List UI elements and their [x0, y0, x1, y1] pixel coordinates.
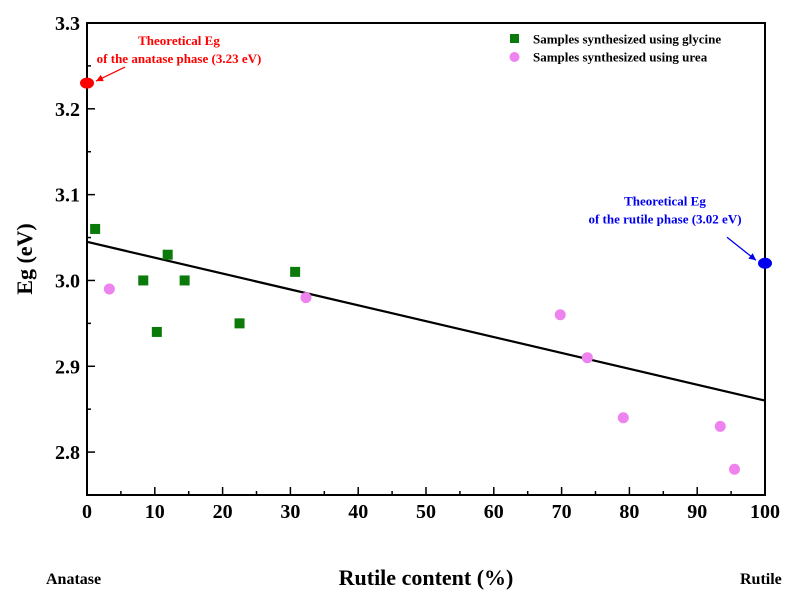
y-axis-title: Eg (eV): [12, 223, 37, 294]
glycine-point: [290, 266, 301, 277]
plot-frame: [86, 22, 766, 496]
legend: Samples synthesized using glycine Samples…: [509, 32, 721, 65]
fit-line-group: [86, 240, 766, 402]
glycine-point: [179, 275, 190, 286]
legend-marker-glycine: [510, 34, 519, 43]
urea-point: [728, 463, 740, 475]
y-tick-label: 3.1: [55, 185, 80, 207]
x-axis-ticks: 0 10 20 30 40 50 60 70 80 90 100: [82, 487, 780, 523]
rutile-annotation-line: of the rutile phase (3.02 eV): [588, 211, 741, 226]
x-tick-label: 80: [619, 501, 639, 523]
urea-point: [554, 309, 566, 321]
anatase-annotation-line: Theoretical Eg: [138, 33, 220, 48]
rutile-label: Rutile: [740, 571, 782, 588]
glycine-point: [151, 326, 162, 337]
rutile-annotation-line: Theoretical Eg: [624, 193, 706, 208]
legend-label: Samples synthesized using urea: [533, 50, 708, 65]
glycine-point: [234, 318, 245, 329]
x-tick-label: 20: [213, 501, 233, 523]
reference-points: Theoretical Eg of the anatase phase (3.23…: [80, 33, 772, 269]
legend-label: Samples synthesized using glycine: [533, 32, 721, 47]
x-tick-label: 0: [82, 501, 92, 523]
data-points: [90, 223, 740, 475]
y-tick-label: 3.2: [55, 99, 80, 121]
glycine-point: [90, 223, 101, 234]
y-tick-label: 2.8: [55, 442, 80, 464]
x-tick-label: 90: [687, 501, 707, 523]
x-tick-label: 30: [280, 501, 300, 523]
anatase-annotation-line: of the anatase phase (3.23 eV): [97, 51, 262, 66]
glycine-point: [162, 249, 173, 260]
y-tick-label: 3.3: [55, 13, 80, 35]
x-tick-label: 50: [416, 501, 436, 523]
x-tick-label: 60: [484, 501, 504, 523]
glycine-point: [138, 275, 149, 286]
urea-point: [617, 412, 629, 424]
y-tick-label: 3.0: [55, 270, 80, 292]
rutile-arrow-head: [748, 253, 756, 261]
urea-point: [103, 283, 115, 295]
x-tick-label: 40: [348, 501, 368, 523]
urea-point: [714, 420, 726, 432]
anatase-label: Anatase: [46, 571, 101, 588]
rutile-reference-point: [758, 257, 772, 269]
legend-marker-urea: [509, 52, 520, 62]
urea-point: [300, 292, 312, 304]
y-tick-label: 2.9: [55, 356, 80, 378]
anatase-arrow-head: [96, 74, 104, 82]
urea-point: [581, 352, 593, 364]
x-axis-title: Rutile content (%): [339, 565, 514, 590]
x-tick-label: 100: [750, 501, 780, 523]
fit-line: [86, 240, 766, 402]
x-tick-label: 10: [145, 501, 165, 523]
anatase-reference-point: [80, 77, 94, 89]
y-axis-ticks: 2.8 2.9 3.0 3.1 3.2 3.3: [55, 13, 95, 496]
x-tick-label: 70: [552, 501, 572, 523]
